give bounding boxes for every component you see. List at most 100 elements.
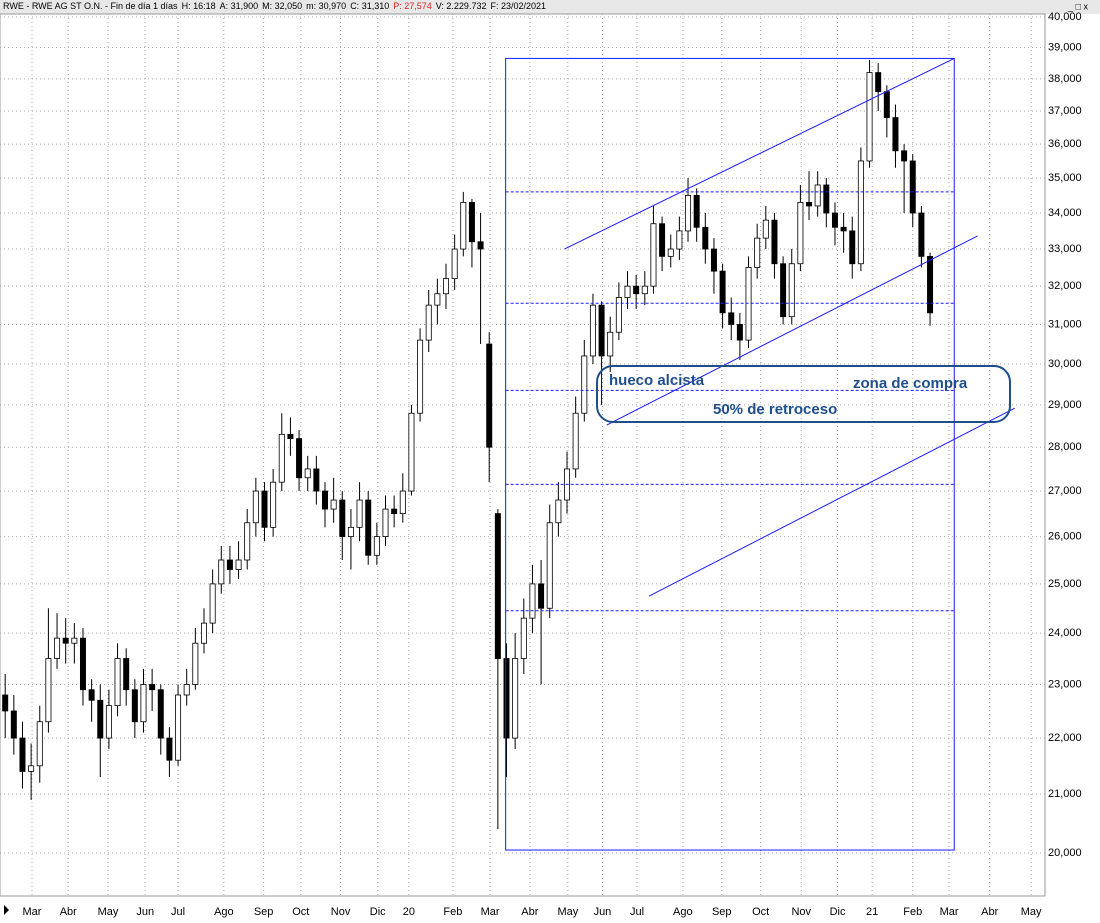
candle-body	[927, 255, 934, 314]
candle-body	[598, 304, 605, 357]
candle-body	[676, 230, 683, 250]
window-controls[interactable]: _ □ x	[1067, 1, 1088, 11]
candle-body	[425, 304, 432, 341]
x-tick-label: Abr	[60, 906, 77, 918]
trend-line	[606, 235, 978, 426]
y-tick-label: 26,000	[1048, 530, 1082, 542]
header-title: RWE - RWE AG ST O.N. - Fin de día 1 días	[3, 1, 178, 11]
y-tick-label: 33,000	[1048, 243, 1082, 255]
candle-body	[909, 160, 916, 214]
y-tick-label: 36,000	[1048, 138, 1082, 150]
candle-body	[806, 202, 813, 207]
candle-body	[140, 684, 147, 723]
candle-body	[192, 642, 199, 685]
candle-body	[572, 412, 579, 470]
candle-body	[503, 658, 510, 739]
candle-body	[278, 433, 285, 483]
candle-body	[650, 223, 657, 287]
x-tick-label: Jun	[594, 906, 612, 918]
candle-body	[114, 658, 121, 707]
candle-body	[166, 737, 173, 761]
candle-body	[2, 694, 9, 712]
candle-body	[762, 219, 769, 239]
candle-body	[28, 765, 35, 772]
candle-body	[641, 285, 648, 295]
candle-body	[200, 622, 207, 644]
candle-body	[322, 490, 328, 510]
candle-body	[780, 263, 787, 318]
candle-body	[330, 499, 337, 510]
candle-body	[538, 583, 545, 609]
candle-body	[883, 91, 890, 118]
candle-body	[443, 278, 449, 295]
header-field: F: 23/02/2021	[490, 1, 546, 11]
y-tick-label: 39,000	[1048, 41, 1082, 53]
candle-body	[736, 324, 743, 341]
candle-body	[209, 583, 216, 624]
candle-body	[175, 694, 182, 761]
candle-body	[607, 331, 614, 357]
candle-body	[252, 490, 259, 524]
candle-body	[347, 526, 354, 537]
candle-body	[356, 499, 363, 528]
candle-body	[624, 285, 631, 298]
candle-body	[546, 522, 553, 609]
candle-body	[287, 433, 294, 440]
header-field: P: 27,574	[393, 1, 432, 11]
x-tick-label: Jun	[136, 906, 154, 918]
candle-body	[399, 490, 406, 515]
y-tick-label: 31,000	[1048, 318, 1082, 330]
annotation-text: hueco alcista	[609, 372, 705, 389]
candle-body	[728, 312, 735, 325]
candle-body	[365, 499, 372, 556]
x-tick-label: Sep	[254, 906, 274, 918]
y-tick-label: 40,000	[1048, 11, 1082, 23]
candle-body	[702, 226, 709, 250]
scroll-marker[interactable]	[4, 905, 9, 915]
candle-body	[19, 737, 26, 772]
x-tick-label: Ago	[214, 906, 234, 918]
y-tick-label: 25,000	[1048, 578, 1082, 590]
candle-body	[840, 226, 847, 232]
plot-frame	[0, 13, 1046, 897]
candle-body	[45, 658, 52, 723]
y-tick-label: 21,000	[1048, 788, 1082, 800]
trend-line	[648, 407, 1015, 597]
y-tick-label: 27,000	[1048, 485, 1082, 497]
candle-body	[814, 184, 821, 207]
x-tick-label: Nov	[331, 906, 351, 918]
candle-body	[849, 230, 856, 265]
candle-body	[296, 438, 303, 479]
x-tick-label: Mar	[940, 906, 959, 918]
candle-body	[797, 202, 804, 265]
candle-body	[434, 293, 441, 306]
x-tick-label: May	[98, 906, 119, 918]
x-tick-label: Dic	[370, 906, 386, 918]
candle-body	[788, 263, 795, 318]
candle-body	[468, 202, 475, 243]
x-tick-label: Oct	[292, 906, 309, 918]
x-tick-label: 20	[403, 906, 415, 918]
candle-body	[512, 658, 519, 739]
annotation-text: zona de compra	[853, 375, 968, 392]
candle-body	[633, 285, 640, 295]
candle-body	[745, 267, 752, 341]
annotation-text: 50% de retroceso	[713, 401, 837, 418]
candle-body	[10, 710, 17, 739]
candle-body	[892, 117, 899, 152]
candle-body	[123, 658, 130, 691]
header-field: m: 30,970	[306, 1, 346, 11]
y-tick-label: 22,000	[1048, 732, 1082, 744]
candle-body	[157, 689, 164, 739]
candle-body	[719, 270, 726, 314]
candle-body	[244, 522, 251, 561]
candle-body	[693, 195, 700, 228]
x-tick-label: May	[1021, 906, 1042, 918]
candle-body	[659, 223, 666, 257]
candle-body	[581, 355, 588, 414]
y-tick-label: 24,000	[1048, 627, 1082, 639]
candle-body	[36, 721, 43, 767]
candle-body	[451, 248, 458, 280]
candle-body	[131, 689, 138, 723]
